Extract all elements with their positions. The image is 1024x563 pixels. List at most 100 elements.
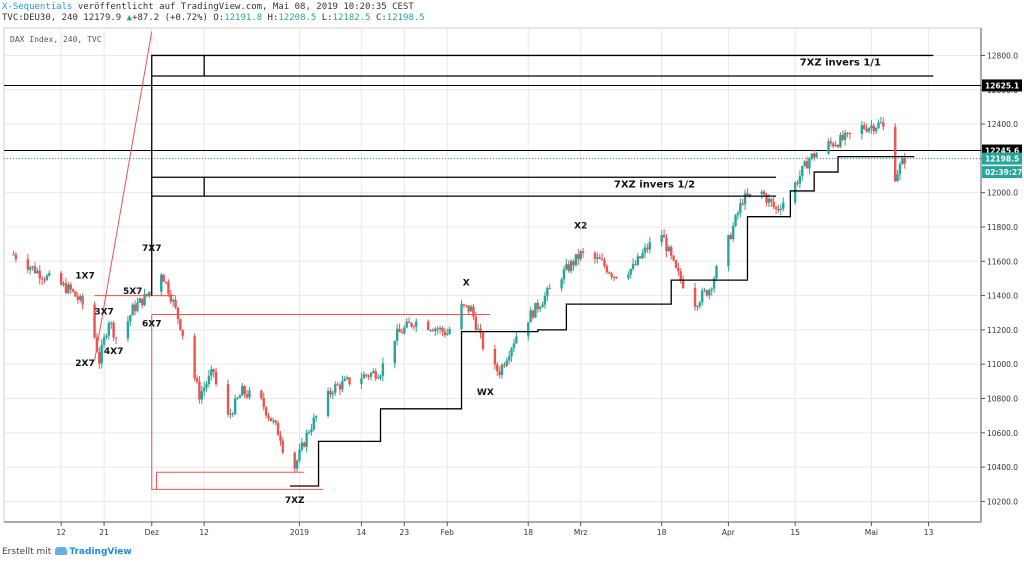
candle-body[interactable] bbox=[634, 264, 637, 266]
candle-body[interactable] bbox=[648, 242, 651, 250]
candle-body[interactable] bbox=[233, 398, 237, 415]
candle-body[interactable] bbox=[274, 420, 277, 423]
candle-body[interactable] bbox=[805, 161, 809, 169]
candle-body[interactable] bbox=[834, 144, 837, 147]
plot-area[interactable] bbox=[3, 27, 982, 523]
candle-body[interactable] bbox=[129, 315, 132, 322]
candle-body[interactable] bbox=[226, 384, 230, 415]
candle-body[interactable] bbox=[693, 288, 697, 307]
candle-body[interactable] bbox=[867, 127, 871, 132]
candle-body[interactable] bbox=[593, 252, 597, 259]
candle-body[interactable] bbox=[202, 387, 206, 392]
candle-body[interactable] bbox=[748, 193, 752, 196]
candle-body[interactable] bbox=[262, 397, 265, 408]
candle-body[interactable] bbox=[543, 295, 547, 305]
candle-body[interactable] bbox=[436, 328, 439, 330]
candle-body[interactable] bbox=[534, 302, 537, 318]
candle-body[interactable] bbox=[712, 278, 716, 289]
candle-body[interactable] bbox=[696, 306, 699, 308]
candle-body[interactable] bbox=[200, 391, 203, 400]
candle-body[interactable] bbox=[629, 268, 632, 275]
candle-body[interactable] bbox=[882, 122, 885, 127]
candle-body[interactable] bbox=[736, 213, 740, 216]
candle-body[interactable] bbox=[796, 182, 799, 184]
candle-body[interactable] bbox=[264, 407, 268, 416]
candle-body[interactable] bbox=[700, 290, 704, 303]
candle-body[interactable] bbox=[503, 364, 506, 366]
candle-body[interactable] bbox=[379, 375, 382, 378]
candle-body[interactable] bbox=[212, 369, 215, 372]
candle-body[interactable] bbox=[338, 384, 342, 390]
candle-body[interactable] bbox=[812, 153, 816, 158]
candle-body[interactable] bbox=[843, 132, 847, 140]
candle-body[interactable] bbox=[898, 164, 902, 175]
red-drawing-line[interactable] bbox=[94, 31, 153, 361]
candle-body[interactable] bbox=[331, 392, 335, 395]
candle-body[interactable] bbox=[76, 296, 80, 300]
candle-body[interactable] bbox=[162, 274, 165, 282]
candle-body[interactable] bbox=[600, 259, 604, 261]
candle-body[interactable] bbox=[248, 390, 251, 398]
candle-body[interactable] bbox=[393, 340, 396, 364]
candle-body[interactable] bbox=[739, 203, 742, 214]
candle-body[interactable] bbox=[479, 328, 482, 333]
candle-body[interactable] bbox=[608, 272, 611, 274]
candle-body[interactable] bbox=[43, 279, 46, 281]
candle-body[interactable] bbox=[133, 304, 137, 312]
candle-body[interactable] bbox=[33, 266, 37, 274]
candle-body[interactable] bbox=[631, 264, 635, 269]
candle-body[interactable] bbox=[81, 296, 84, 305]
candle-body[interactable] bbox=[40, 278, 44, 280]
candle-body[interactable] bbox=[798, 175, 802, 184]
candle-body[interactable] bbox=[360, 378, 363, 385]
candle-body[interactable] bbox=[245, 394, 249, 398]
candle-body[interactable] bbox=[667, 246, 671, 252]
candle-body[interactable] bbox=[874, 127, 878, 132]
candle-body[interactable] bbox=[14, 254, 18, 260]
candle-body[interactable] bbox=[460, 304, 463, 330]
candle-body[interactable] bbox=[627, 274, 630, 279]
candle-body[interactable] bbox=[808, 158, 811, 169]
candle-body[interactable] bbox=[467, 305, 470, 312]
candle-body[interactable] bbox=[448, 329, 451, 334]
candle-body[interactable] bbox=[269, 417, 273, 422]
candle-body[interactable] bbox=[715, 266, 718, 279]
candle-body[interactable] bbox=[767, 198, 771, 203]
candle-body[interactable] bbox=[643, 247, 647, 253]
candle-body[interactable] bbox=[341, 381, 344, 390]
candle-body[interactable] bbox=[848, 132, 852, 134]
candle-body[interactable] bbox=[326, 390, 330, 416]
candle-body[interactable] bbox=[548, 288, 551, 290]
candle-body[interactable] bbox=[872, 125, 875, 132]
candle-body[interactable] bbox=[231, 413, 234, 415]
candle-body[interactable] bbox=[59, 273, 63, 285]
candle-body[interactable] bbox=[541, 304, 544, 308]
candle-body[interactable] bbox=[305, 432, 308, 447]
candle-body[interactable] bbox=[636, 256, 640, 265]
candle-body[interactable] bbox=[312, 417, 315, 430]
candle-body[interactable] bbox=[903, 158, 906, 164]
candle-body[interactable] bbox=[505, 360, 508, 366]
candle-body[interactable] bbox=[381, 363, 385, 376]
candle-body[interactable] bbox=[896, 174, 899, 182]
tradingview-brand-link[interactable]: TradingView bbox=[69, 547, 132, 557]
candle-body[interactable] bbox=[512, 343, 516, 349]
candle-body[interactable] bbox=[74, 291, 77, 297]
candle-body[interactable] bbox=[681, 279, 685, 289]
candle-body[interactable] bbox=[705, 290, 709, 296]
candle-body[interactable] bbox=[760, 191, 763, 194]
candle-body[interactable] bbox=[603, 260, 606, 267]
black-drawing-line[interactable] bbox=[151, 54, 934, 296]
candle-body[interactable] bbox=[193, 335, 196, 379]
candle-body[interactable] bbox=[596, 257, 599, 259]
candle-body[interactable] bbox=[443, 331, 447, 336]
candle-body[interactable] bbox=[148, 291, 151, 296]
candle-body[interactable] bbox=[565, 264, 568, 270]
candle-body[interactable] bbox=[660, 235, 663, 243]
candle-body[interactable] bbox=[267, 415, 270, 418]
candle-body[interactable] bbox=[472, 306, 475, 317]
candle-body[interactable] bbox=[110, 322, 113, 324]
candle-body[interactable] bbox=[400, 332, 404, 334]
candle-body[interactable] bbox=[107, 323, 111, 336]
